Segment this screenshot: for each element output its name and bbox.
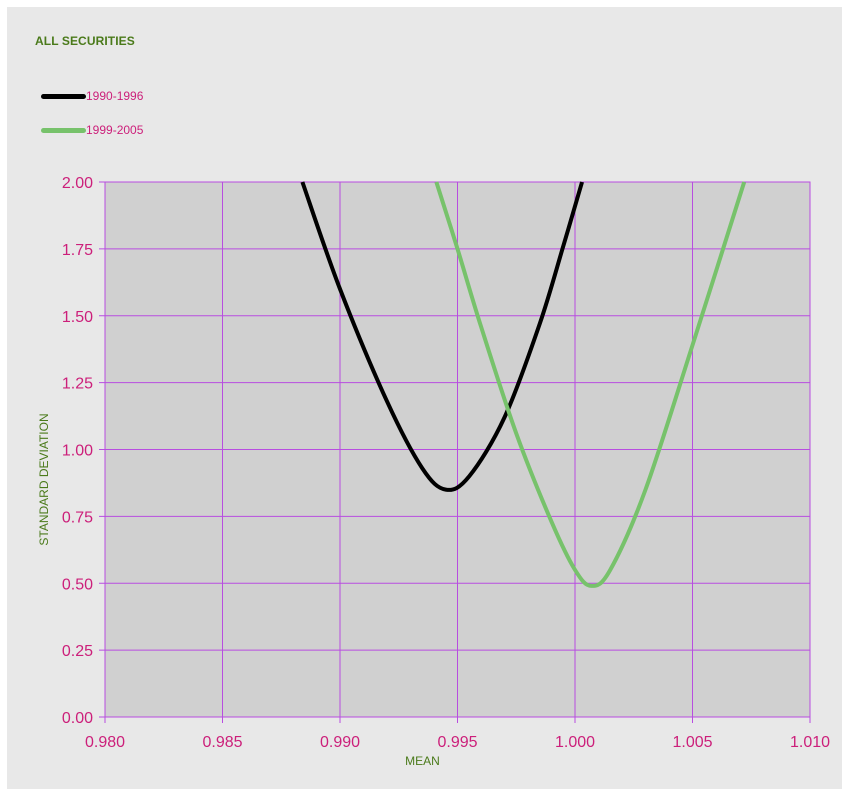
legend-swatch-series-2 bbox=[41, 127, 86, 133]
chart-title: ALL SECURITIES bbox=[35, 34, 135, 48]
plot-border bbox=[104, 181, 811, 718]
y-tick-label: 0.75 bbox=[62, 509, 93, 526]
series-line-1 bbox=[300, 181, 584, 492]
y-tick-label: 1.00 bbox=[62, 443, 93, 460]
x-tick-label: 0.995 bbox=[437, 734, 477, 751]
x-tick-label: 1.005 bbox=[672, 734, 712, 751]
y-tick-label: 2.00 bbox=[62, 175, 93, 192]
legend-swatch-series-1 bbox=[41, 93, 86, 99]
x-tick-label: 0.990 bbox=[320, 734, 360, 751]
y-tick-label: 1.75 bbox=[62, 242, 93, 259]
x-tick-label: 1.010 bbox=[790, 734, 830, 751]
x-axis-title: MEAN bbox=[405, 754, 440, 768]
y-tick-label: 0.25 bbox=[62, 643, 93, 660]
x-tick-label: 0.985 bbox=[202, 734, 242, 751]
x-tick-label: 1.000 bbox=[555, 734, 595, 751]
legend-item-series-1: 1990-1996 bbox=[41, 88, 143, 104]
y-tick-label: 1.50 bbox=[62, 309, 93, 326]
y-tick-label: 1.25 bbox=[62, 376, 93, 393]
line-chart: 0.00 0.25 0.50 0.75 1.00 1.25 1.50 1.75 2.00 0.98… bbox=[37, 175, 830, 768]
series-line-2 bbox=[434, 181, 747, 588]
y-axis-title: STANDARD DEVIATION bbox=[37, 413, 51, 545]
legend-label-series-2: 1999-2005 bbox=[86, 123, 144, 137]
x-tick-label: 0.980 bbox=[85, 734, 125, 751]
chart-panel: ALL SECURITIES 1990-1996 1999-2005 0.00 0… bbox=[7, 7, 842, 789]
y-tick-label: 0.50 bbox=[62, 576, 93, 593]
legend-item-series-2: 1999-2005 bbox=[41, 122, 143, 138]
y-tick-label: 0.00 bbox=[62, 710, 93, 727]
legend-label-series-1: 1990-1996 bbox=[86, 89, 144, 103]
